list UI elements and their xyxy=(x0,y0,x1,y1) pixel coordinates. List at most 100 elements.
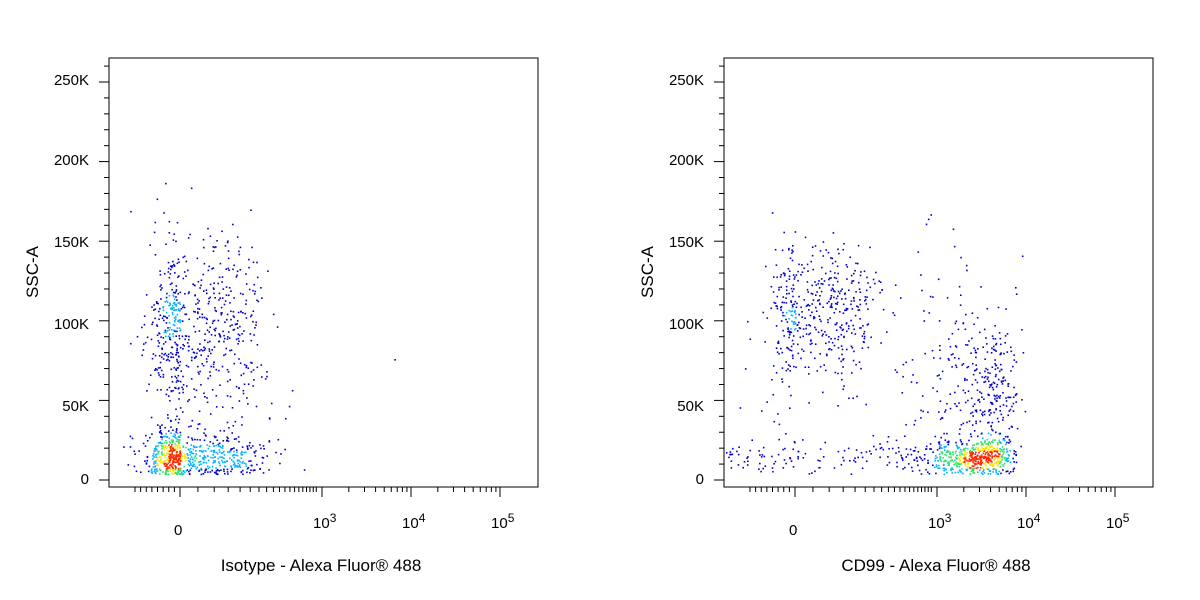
event-point xyxy=(971,470,974,472)
event-point xyxy=(944,409,947,411)
event-point xyxy=(146,440,149,442)
event-point xyxy=(198,410,201,413)
event-point xyxy=(945,460,948,462)
event-point xyxy=(157,464,159,466)
event-point xyxy=(778,353,780,355)
event-point xyxy=(237,311,240,314)
event-point xyxy=(195,468,198,470)
event-point xyxy=(948,338,950,340)
event-point xyxy=(954,391,956,394)
event-point xyxy=(960,463,963,465)
event-point xyxy=(837,248,839,251)
event-point xyxy=(842,366,844,368)
event-point xyxy=(975,446,978,449)
event-point xyxy=(167,470,169,473)
event-point xyxy=(1002,416,1004,419)
x-tick-base: 0 xyxy=(789,522,798,539)
event-point xyxy=(182,391,184,394)
event-point xyxy=(831,262,834,265)
event-point xyxy=(177,454,179,457)
event-point xyxy=(895,452,897,454)
event-point xyxy=(946,450,949,452)
event-point xyxy=(993,459,996,461)
event-point xyxy=(172,447,174,449)
event-point xyxy=(802,328,805,330)
event-point xyxy=(928,473,931,475)
event-point xyxy=(198,464,201,466)
event-point xyxy=(945,445,947,448)
event-point xyxy=(939,400,942,402)
event-point xyxy=(236,323,238,325)
event-point xyxy=(164,435,166,438)
event-point xyxy=(1015,401,1017,403)
event-point xyxy=(180,458,182,460)
event-point xyxy=(988,457,991,460)
event-point xyxy=(219,297,221,299)
event-point xyxy=(156,463,159,465)
event-point xyxy=(917,464,919,467)
event-point xyxy=(227,257,230,260)
event-point xyxy=(256,276,259,279)
event-point xyxy=(851,347,854,349)
event-point xyxy=(197,311,199,313)
event-point xyxy=(203,392,205,395)
event-point xyxy=(251,362,253,364)
event-point xyxy=(219,445,221,448)
event-point xyxy=(969,449,972,452)
event-point xyxy=(857,306,859,308)
event-point xyxy=(168,467,171,469)
event-point xyxy=(954,459,956,461)
event-point xyxy=(206,360,208,363)
event-point xyxy=(794,310,796,313)
event-point xyxy=(218,333,220,335)
event-point xyxy=(801,271,804,273)
event-point xyxy=(983,450,986,452)
event-point xyxy=(1003,457,1005,460)
event-point xyxy=(787,348,790,350)
event-point xyxy=(248,266,250,269)
event-point xyxy=(780,286,782,288)
event-point xyxy=(791,314,794,317)
event-point xyxy=(947,443,950,446)
event-point xyxy=(160,442,163,445)
event-point xyxy=(176,444,178,447)
event-point xyxy=(990,462,993,465)
event-point xyxy=(1015,293,1018,295)
event-point xyxy=(187,457,190,459)
event-point xyxy=(162,446,164,448)
event-point xyxy=(882,308,885,311)
event-point xyxy=(213,246,216,249)
event-point xyxy=(215,436,217,438)
event-point xyxy=(788,278,791,280)
event-point xyxy=(920,417,922,419)
event-point xyxy=(991,402,993,404)
event-point xyxy=(250,314,253,316)
event-point xyxy=(235,338,238,341)
event-point xyxy=(979,457,982,459)
event-point xyxy=(1009,408,1012,411)
event-point xyxy=(986,308,989,310)
event-point xyxy=(182,277,185,280)
event-point xyxy=(195,457,198,460)
event-point xyxy=(169,464,172,467)
event-point xyxy=(203,346,205,349)
event-point xyxy=(192,283,194,285)
event-point xyxy=(995,431,997,434)
event-point xyxy=(204,339,206,341)
event-point xyxy=(173,449,175,451)
event-point xyxy=(177,467,180,470)
event-point xyxy=(990,384,992,387)
event-point xyxy=(252,320,254,323)
event-point xyxy=(870,453,872,455)
event-point xyxy=(789,349,791,351)
event-point xyxy=(970,453,972,455)
event-point xyxy=(999,337,1002,340)
event-point xyxy=(165,445,167,447)
event-point xyxy=(176,262,179,265)
event-point xyxy=(765,265,767,268)
event-point xyxy=(830,289,833,292)
event-point xyxy=(817,459,819,462)
event-point xyxy=(1000,442,1002,444)
event-point xyxy=(772,470,774,473)
event-point xyxy=(228,269,230,271)
